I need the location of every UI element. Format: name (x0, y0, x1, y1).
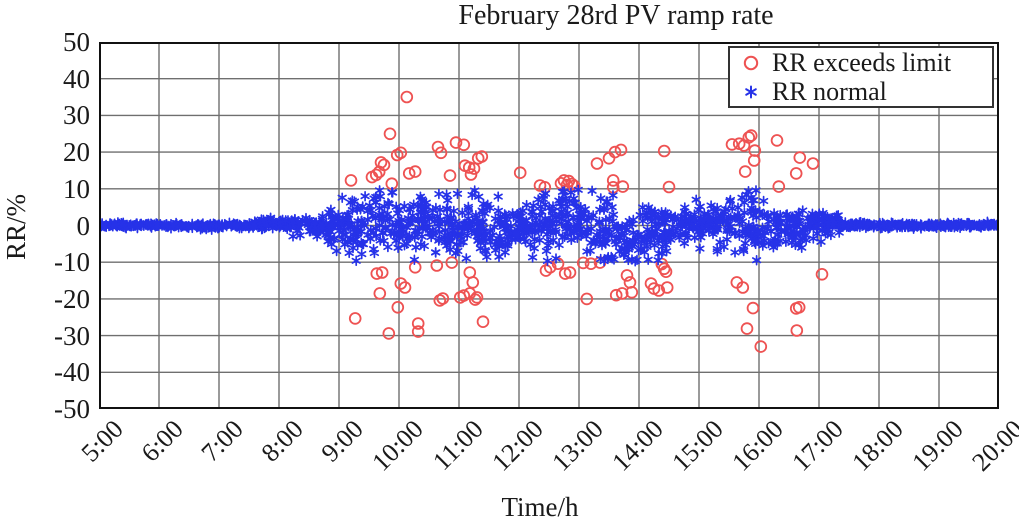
plot-border (99, 42, 999, 409)
legend: RR exceeds limit RR normal (728, 46, 994, 108)
y-tick-label: 50 (63, 27, 90, 57)
chart-title: February 28rd PV ramp rate (458, 0, 774, 31)
y-tick-label: -10 (54, 247, 90, 278)
legend-row-normal: RR normal (730, 77, 992, 106)
series-rr-exceeds-limit (344, 90, 829, 353)
y-tick-label: 40 (63, 63, 90, 94)
legend-row-exceeds: RR exceeds limit (730, 48, 992, 77)
y-tick-label: 20 (63, 137, 90, 168)
y-tick-label: 30 (63, 100, 90, 131)
asterisk-icon (730, 82, 772, 102)
y-tick-label: -30 (54, 320, 90, 351)
legend-label-exceeds: RR exceeds limit (772, 47, 952, 77)
y-tick-label: -40 (54, 357, 90, 388)
y-tick-label: 10 (63, 173, 90, 204)
circle-icon (730, 53, 772, 73)
series-rr-normal (99, 184, 999, 267)
y-tick-label: -20 (54, 283, 90, 314)
y-tick-label: -50 (54, 394, 90, 424)
y-tick-label: 0 (76, 210, 91, 241)
x-axis-label: Time/h (501, 492, 579, 522)
legend-label-normal: RR normal (772, 76, 887, 106)
